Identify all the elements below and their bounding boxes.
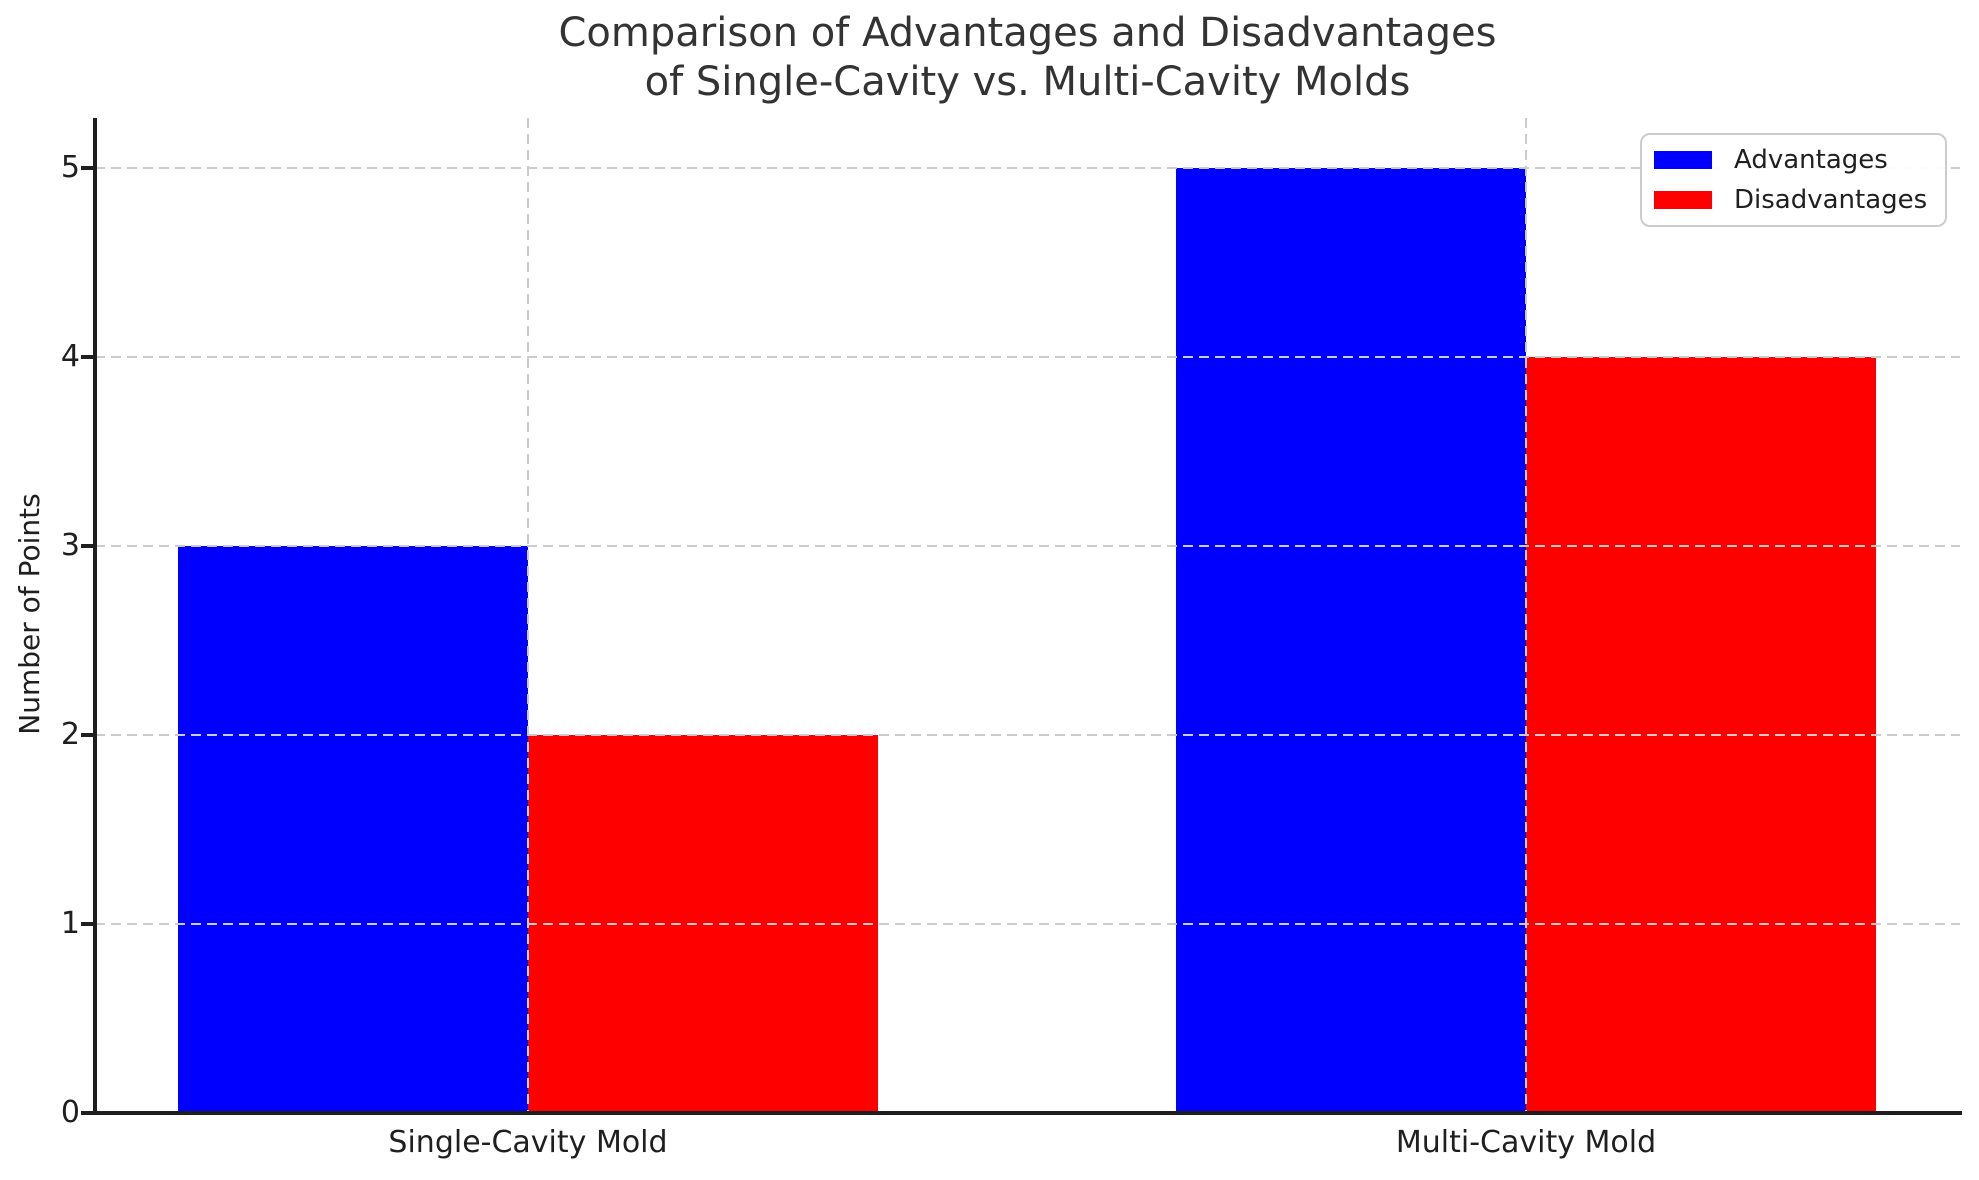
gridline-y-2 xyxy=(95,734,1960,736)
chart-title-line-2: of Single-Cavity vs. Multi-Cavity Molds xyxy=(644,59,1411,105)
y-tick-mark-4 xyxy=(81,355,93,359)
y-tick-mark-3 xyxy=(81,544,93,548)
chart-title-line-1: Comparison of Advantages and Disadvantag… xyxy=(558,10,1497,56)
legend-item-disadvantages: Disadvantages xyxy=(1654,185,1945,215)
x-tick-label-single-cavity-mold: Single-Cavity Mold xyxy=(388,1125,668,1160)
legend-item-advantages: Advantages xyxy=(1654,145,1945,175)
y-tick-mark-5 xyxy=(81,166,93,170)
gridline-y-5 xyxy=(95,167,1960,169)
y-tick-mark-0 xyxy=(81,1111,93,1115)
y-tick-mark-2 xyxy=(81,733,93,737)
legend-swatch-disadvantages xyxy=(1654,191,1712,209)
gridline-x-multi-cavity-mold xyxy=(1525,118,1527,1113)
bar-advantages-single-cavity-mold xyxy=(178,546,528,1113)
x-axis-spine xyxy=(93,1111,1962,1115)
y-tick-label-3: 3 xyxy=(60,528,80,563)
y-axis-spine xyxy=(93,118,97,1115)
y-tick-label-4: 4 xyxy=(60,339,80,374)
x-tick-label-multi-cavity-mold: Multi-Cavity Mold xyxy=(1395,1125,1657,1160)
y-tick-label-2: 2 xyxy=(60,717,80,752)
y-tick-label-5: 5 xyxy=(60,150,80,185)
y-tick-label-0: 0 xyxy=(60,1095,80,1130)
gridline-x-single-cavity-mold xyxy=(527,118,529,1113)
gridline-y-3 xyxy=(95,545,1960,547)
gridline-y-1 xyxy=(95,923,1960,925)
chart-title: Comparison of Advantages and Disadvantag… xyxy=(95,9,1960,107)
legend: Advantages Disadvantages xyxy=(1640,133,1947,227)
bar-advantages-multi-cavity-mold xyxy=(1176,168,1526,1113)
y-tick-mark-1 xyxy=(81,922,93,926)
legend-label-advantages: Advantages xyxy=(1734,145,1888,175)
legend-label-disadvantages: Disadvantages xyxy=(1734,185,1928,215)
legend-swatch-advantages xyxy=(1654,151,1712,169)
y-tick-label-1: 1 xyxy=(60,906,80,941)
gridline-y-4 xyxy=(95,356,1960,358)
